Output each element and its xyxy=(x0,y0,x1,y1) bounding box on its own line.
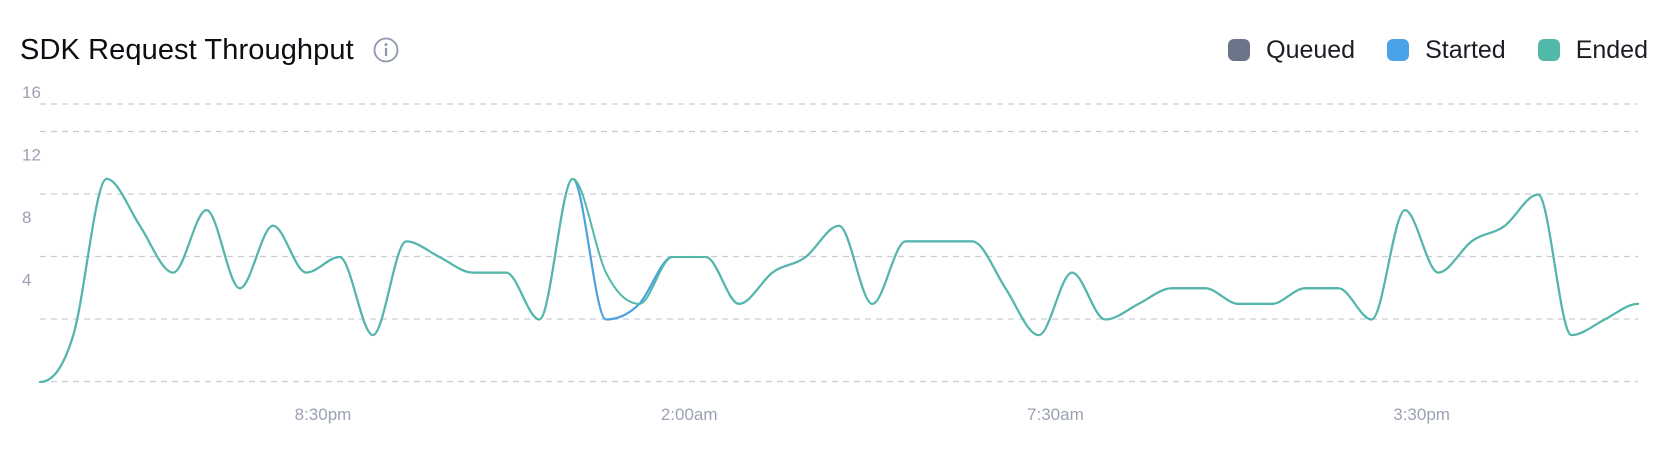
y-tick-label: 16 xyxy=(22,83,41,102)
x-tick-label: 8:30pm xyxy=(295,405,352,424)
y-tick-label: 12 xyxy=(22,146,41,165)
info-circle-icon-graphic xyxy=(373,37,399,63)
legend-item-queued[interactable]: Queued xyxy=(1228,36,1355,65)
y-tick-label: 8 xyxy=(22,208,31,227)
legend-item-started[interactable]: Started xyxy=(1387,36,1506,65)
series-lines xyxy=(39,177,1639,383)
chart-header: SDK Request Throughput Queued Started En… xyxy=(20,26,1648,74)
x-axis: 8:30pm 2:00am 7:30am 3:30pm xyxy=(295,405,1450,424)
legend-item-ended[interactable]: Ended xyxy=(1537,35,1648,65)
legend-swatch-queued xyxy=(1228,39,1251,61)
series-line-started xyxy=(39,177,1639,383)
x-tick-label: 7:30am xyxy=(1027,405,1084,424)
legend-swatch-ended xyxy=(1537,39,1560,61)
grid-lines xyxy=(40,103,1638,383)
series-line-ended xyxy=(39,177,1639,383)
legend-label-ended: Ended xyxy=(1575,35,1648,64)
legend-label-queued: Queued xyxy=(1266,35,1356,64)
y-tick-label: 4 xyxy=(22,271,31,290)
legend-label-started: Started xyxy=(1425,35,1506,64)
series-line-queued xyxy=(39,177,1639,383)
chart-title: SDK Request Throughput xyxy=(20,33,354,66)
title-group: SDK Request Throughput xyxy=(20,34,400,67)
y-axis: 4 8 12 16 xyxy=(22,83,41,290)
chart-legend: Queued Started Ended xyxy=(1196,36,1648,65)
legend-swatch-started xyxy=(1387,39,1410,61)
info-circle-icon[interactable] xyxy=(372,36,400,64)
x-tick-label: 3:30pm xyxy=(1393,405,1450,424)
x-tick-label: 2:00am xyxy=(661,405,718,424)
